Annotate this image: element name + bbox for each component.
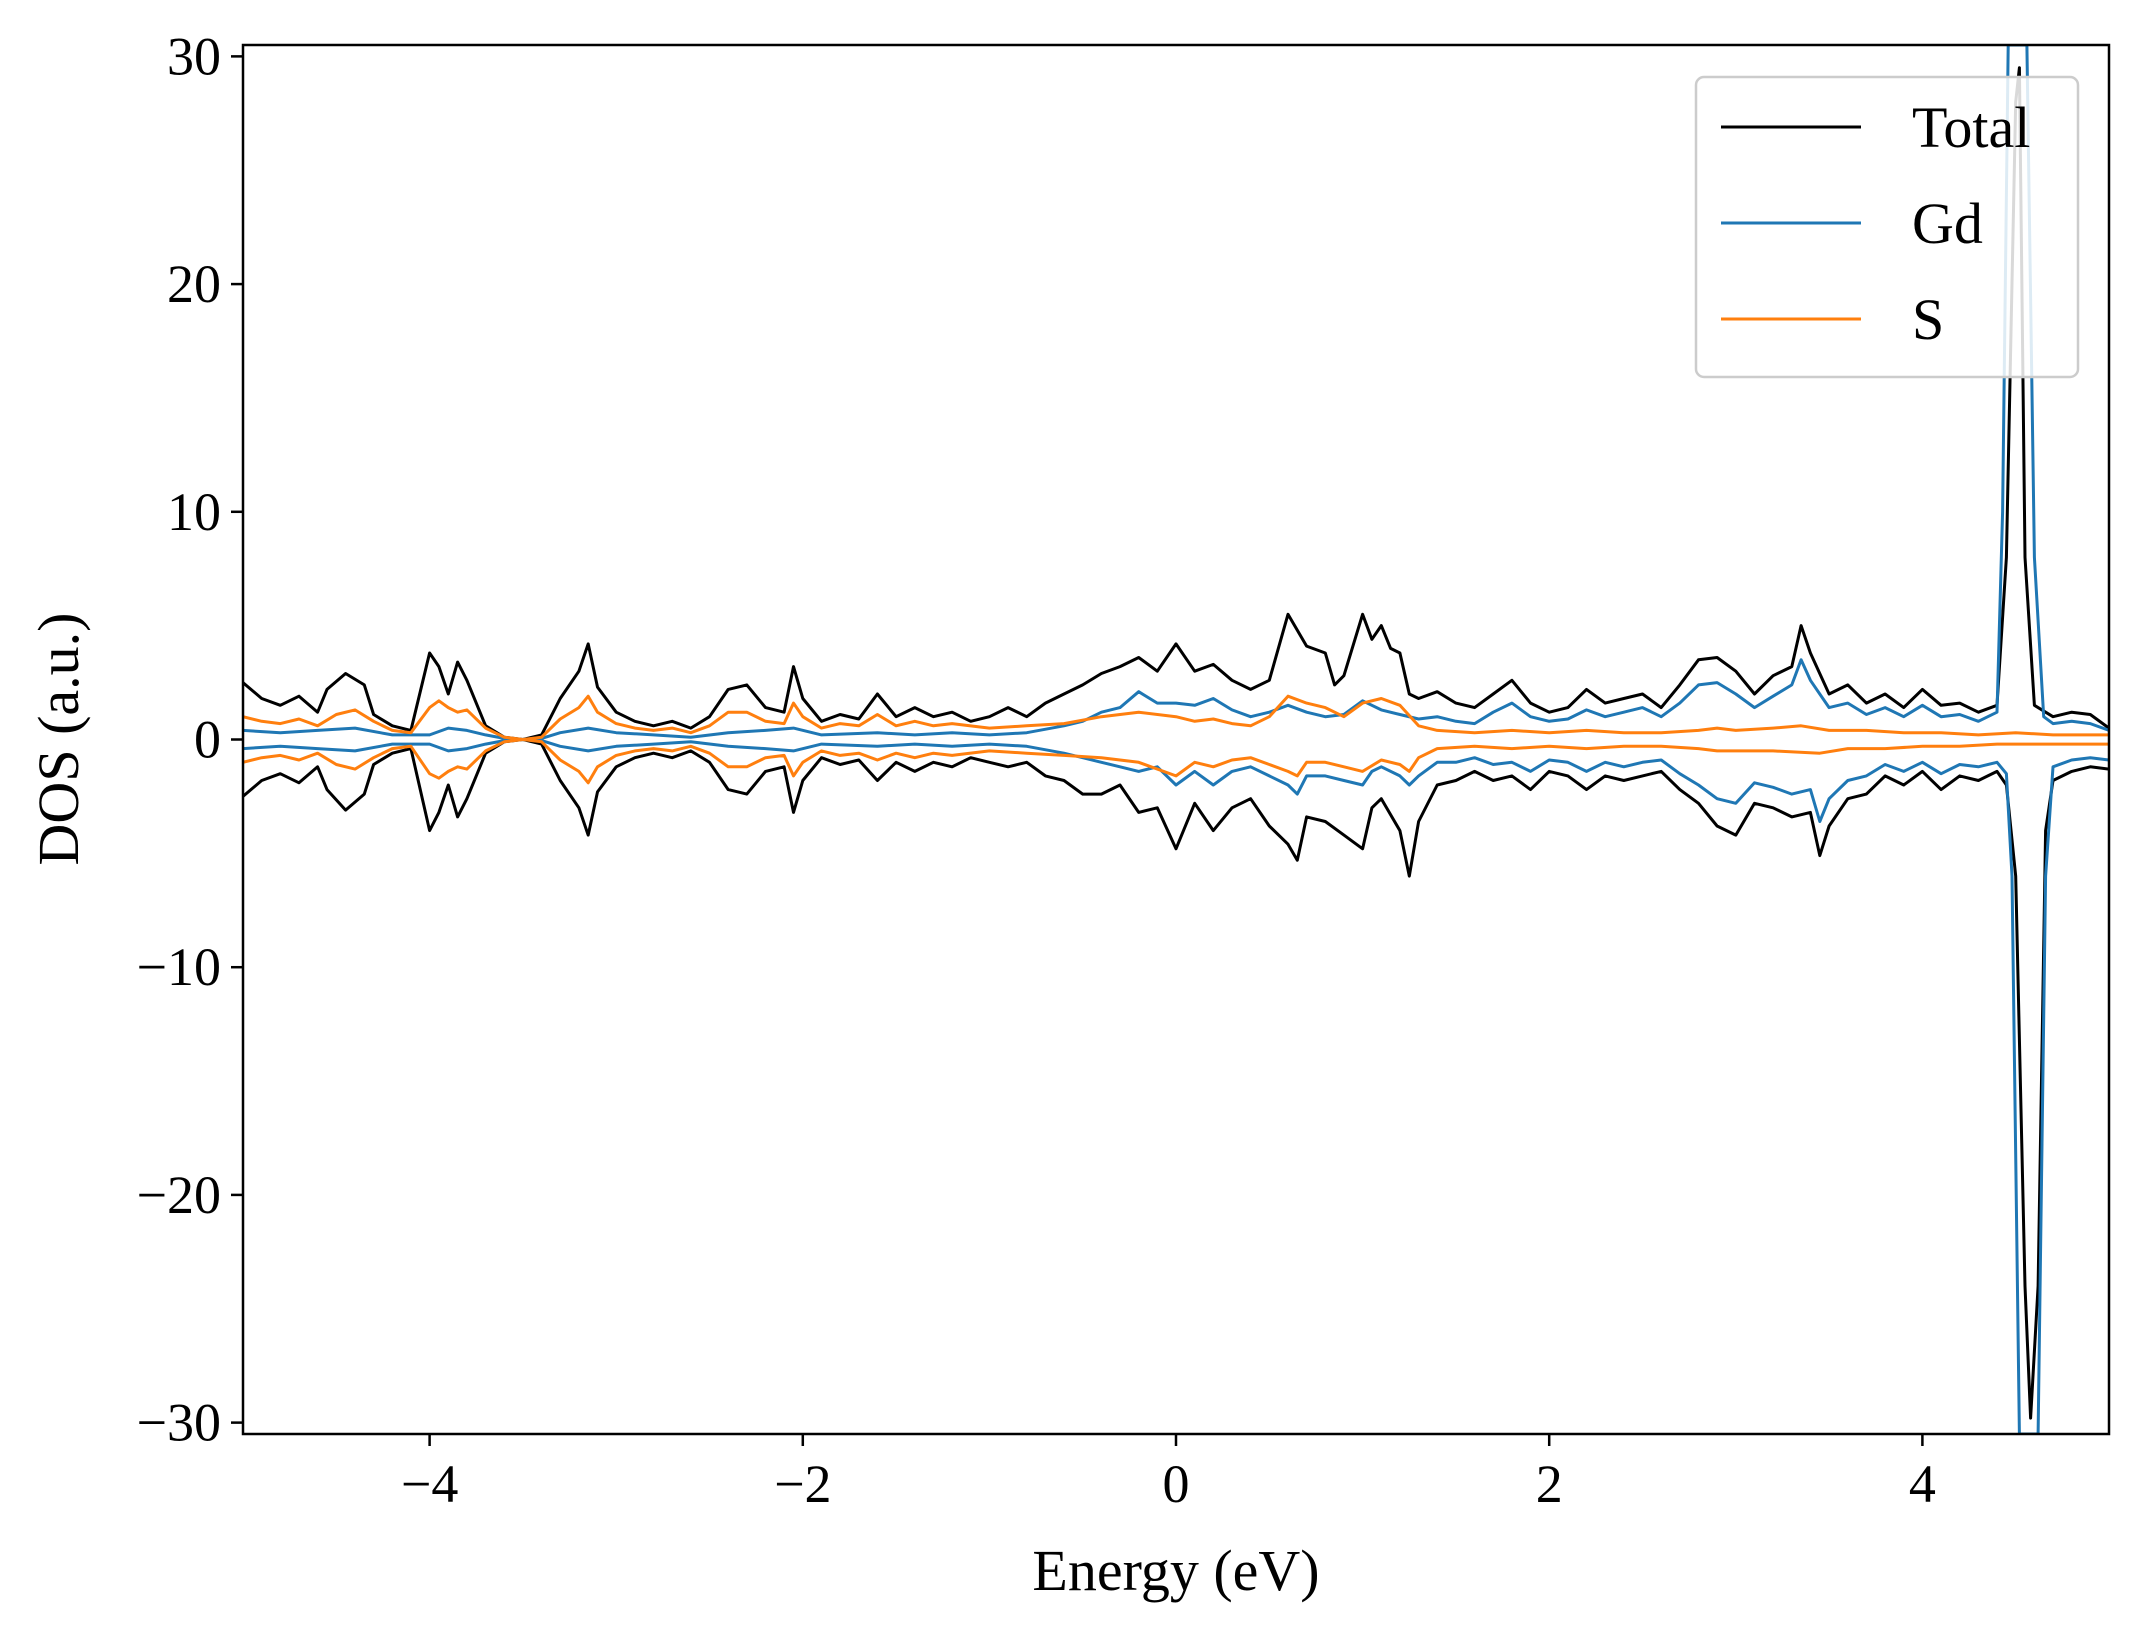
x-tick-label: 2 bbox=[1536, 1454, 1563, 1514]
y-tick-label: 30 bbox=[167, 26, 221, 86]
x-axis-title: Energy (eV) bbox=[1032, 1538, 1319, 1603]
series-line-total-spin-up bbox=[243, 66, 2109, 741]
legend-label-total: Total bbox=[1912, 95, 2030, 160]
x-axis-ticks: −4 −2 0 2 4 bbox=[401, 1434, 1936, 1514]
series-line-gd-spin-down bbox=[243, 738, 2109, 1434]
series-line-total-spin-down bbox=[243, 738, 2109, 1420]
x-tick-label: −2 bbox=[774, 1454, 831, 1514]
series-line-s-spin-down bbox=[243, 738, 2109, 785]
y-tick-label: 10 bbox=[167, 482, 221, 542]
legend: Total Gd S bbox=[1694, 75, 2080, 379]
x-tick-label: −4 bbox=[401, 1454, 458, 1514]
y-tick-label: −10 bbox=[137, 937, 221, 997]
x-tick-label: 0 bbox=[1163, 1454, 1190, 1514]
legend-box bbox=[1694, 75, 2080, 379]
legend-label-s: S bbox=[1912, 287, 1944, 352]
y-axis-ticks: 30 20 10 0 −10 −20 −30 bbox=[137, 26, 243, 1453]
y-tick-label: 0 bbox=[194, 710, 221, 770]
series-layer bbox=[243, 45, 2109, 1434]
y-tick-label: 20 bbox=[167, 254, 221, 314]
series-line-gd-spin-up bbox=[243, 45, 2109, 741]
x-tick-label: 4 bbox=[1909, 1454, 1936, 1514]
series-line-s-spin-up bbox=[243, 694, 2109, 741]
y-tick-label: −20 bbox=[137, 1165, 221, 1225]
y-axis-title: DOS (a.u.) bbox=[26, 613, 91, 866]
y-tick-label: −30 bbox=[137, 1393, 221, 1453]
legend-label-gd: Gd bbox=[1912, 191, 1983, 256]
